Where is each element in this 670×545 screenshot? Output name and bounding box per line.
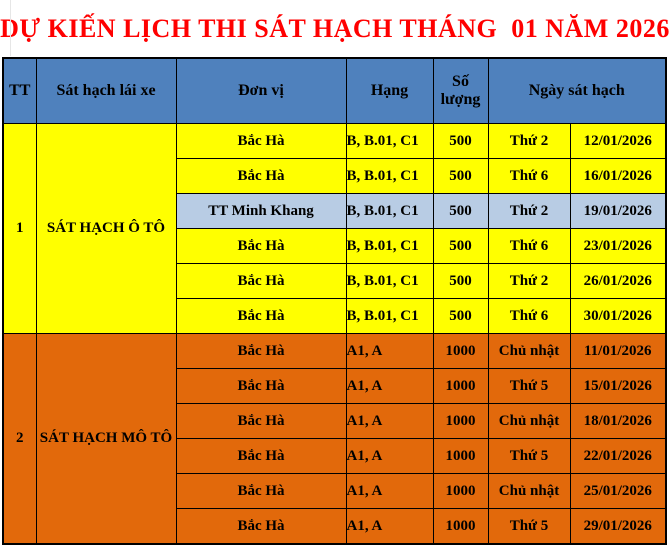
cell-quantity: 500 (432, 123, 489, 159)
cell-unit: Bắc Hà (175, 123, 347, 159)
table-row: Bắc Hà B, B.01, C1 500 Thứ 6 30/01/2026 (3, 298, 667, 334)
cell-class: B, B.01, C1 (345, 193, 434, 229)
cell-class: A1, A (345, 438, 434, 474)
cell-unit: Bắc Hà (175, 403, 347, 439)
cell-weekday: Thứ 6 (487, 298, 571, 334)
section-2-index: 2 (2, 333, 37, 545)
cell-weekday: Thứ 2 (487, 123, 571, 159)
cell-class: B, B.01, C1 (345, 123, 434, 159)
cell-unit: Bắc Hà (175, 473, 347, 509)
cell-quantity: 1000 (432, 473, 489, 509)
header-so-luong: Số lượng (432, 57, 489, 124)
cell-class: B, B.01, C1 (345, 228, 434, 264)
cell-date: 16/01/2026 (569, 158, 667, 194)
cell-date: 11/01/2026 (569, 333, 667, 369)
cell-unit: Bắc Hà (175, 508, 347, 545)
page-edge-line (10, 0, 11, 56)
table-row: Bắc Hà B, B.01, C1 500 Thứ 6 23/01/2026 (3, 228, 667, 264)
cell-date: 22/01/2026 (569, 438, 667, 474)
cell-class: A1, A (345, 333, 434, 369)
table-header-row: TT Sát hạch lái xe Đơn vị Hạng Số lượng … (2, 57, 667, 124)
section-1-name: SÁT HẠCH Ô TÔ (35, 123, 177, 334)
cell-quantity: 500 (432, 263, 489, 299)
cell-weekday: Thứ 5 (487, 438, 571, 474)
section-1-index: 1 (2, 123, 37, 334)
table-row: 1 SÁT HẠCH Ô TÔ Bắc Hà B, B.01, C1 500 T… (2, 123, 667, 334)
table-row: Bắc Hà A1, A 1000 Chủ nhật 25/01/2026 (3, 473, 667, 509)
cell-date: 19/01/2026 (569, 193, 667, 229)
section-2-name: SÁT HẠCH MÔ TÔ (35, 333, 177, 545)
cell-class: B, B.01, C1 (345, 298, 434, 334)
table-row: Bắc Hà B, B.01, C1 500 Thứ 2 26/01/2026 (3, 263, 667, 299)
cell-quantity: 1000 (432, 368, 489, 404)
table-row: Bắc Hà A1, A 1000 Thứ 5 15/01/2026 (3, 368, 667, 404)
cell-unit: Bắc Hà (175, 263, 347, 299)
exam-schedule-table: TT Sát hạch lái xe Đơn vị Hạng Số lượng … (2, 57, 668, 545)
header-ngay-sat-hach: Ngày sát hạch (487, 57, 667, 124)
header-tt: TT (2, 57, 37, 124)
cell-weekday: Thứ 2 (487, 263, 571, 299)
cell-quantity: 1000 (432, 508, 489, 545)
cell-weekday: Thứ 6 (487, 158, 571, 194)
cell-weekday: Chủ nhật (487, 333, 571, 369)
cell-quantity: 1000 (432, 403, 489, 439)
cell-unit: Bắc Hà (175, 438, 347, 474)
cell-class: B, B.01, C1 (345, 158, 434, 194)
cell-quantity: 500 (432, 298, 489, 334)
cell-unit: Bắc Hà (175, 368, 347, 404)
cell-weekday: Thứ 6 (487, 228, 571, 264)
cell-weekday: Thứ 5 (487, 508, 571, 545)
cell-class: A1, A (345, 368, 434, 404)
cell-weekday: Chủ nhật (487, 473, 571, 509)
cell-unit: TT Minh Khang (175, 193, 347, 229)
cell-date: 26/01/2026 (569, 263, 667, 299)
header-sat-hach-lai-xe: Sát hạch lái xe (35, 57, 177, 124)
cell-quantity: 1000 (432, 438, 489, 474)
cell-date: 25/01/2026 (569, 473, 667, 509)
cell-class: A1, A (345, 403, 434, 439)
cell-date: 23/01/2026 (569, 228, 667, 264)
header-hang: Hạng (345, 57, 434, 124)
cell-quantity: 1000 (432, 333, 489, 369)
cell-date: 30/01/2026 (569, 298, 667, 334)
cell-quantity: 500 (432, 158, 489, 194)
cell-unit: Bắc Hà (175, 298, 347, 334)
cell-class: B, B.01, C1 (345, 263, 434, 299)
cell-quantity: 500 (432, 193, 489, 229)
cell-unit: Bắc Hà (175, 228, 347, 264)
header-don-vi: Đơn vị (175, 57, 347, 124)
cell-date: 29/01/2026 (569, 508, 667, 545)
cell-date: 18/01/2026 (569, 403, 667, 439)
cell-class: A1, A (345, 508, 434, 545)
cell-quantity: 500 (432, 228, 489, 264)
table-row: Bắc Hà A1, A 1000 Thứ 5 22/01/2026 (3, 438, 667, 474)
table-row: Bắc Hà A1, A 1000 Chủ nhật 18/01/2026 (3, 403, 667, 439)
table-row: Bắc Hà B, B.01, C1 500 Thứ 6 16/01/2026 (3, 158, 667, 194)
cell-date: 12/01/2026 (569, 123, 667, 159)
cell-class: A1, A (345, 473, 434, 509)
cell-weekday: Thứ 2 (487, 193, 571, 229)
cell-unit: Bắc Hà (175, 333, 347, 369)
cell-weekday: Thứ 5 (487, 368, 571, 404)
page-title: DỰ KIẾN LỊCH THI SÁT HẠCH THÁNG 01 NĂM 2… (0, 13, 670, 43)
table-row-highlighted: TT Minh Khang B, B.01, C1 500 Thứ 2 19/0… (3, 193, 667, 229)
cell-unit: Bắc Hà (175, 158, 347, 194)
cell-weekday: Chủ nhật (487, 403, 571, 439)
cell-date: 15/01/2026 (569, 368, 667, 404)
table-row: 2 SÁT HẠCH MÔ TÔ Bắc Hà A1, A 1000 Chủ n… (2, 333, 667, 545)
